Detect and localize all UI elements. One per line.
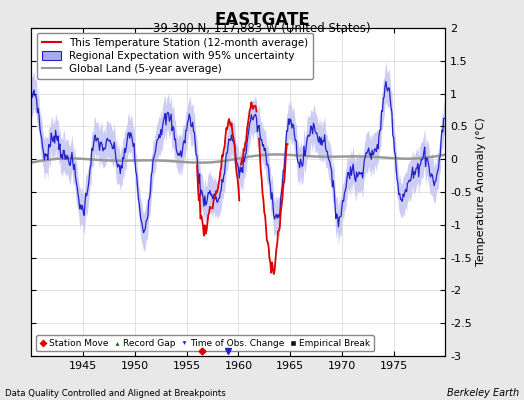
Legend: Station Move, Record Gap, Time of Obs. Change, Empirical Break: Station Move, Record Gap, Time of Obs. C… bbox=[36, 335, 374, 352]
Text: 39.300 N, 117.883 W (United States): 39.300 N, 117.883 W (United States) bbox=[153, 22, 371, 35]
Y-axis label: Temperature Anomaly (°C): Temperature Anomaly (°C) bbox=[476, 118, 486, 266]
Text: EASTGATE: EASTGATE bbox=[214, 11, 310, 29]
Text: Data Quality Controlled and Aligned at Breakpoints: Data Quality Controlled and Aligned at B… bbox=[5, 389, 226, 398]
Text: Berkeley Earth: Berkeley Earth bbox=[446, 388, 519, 398]
